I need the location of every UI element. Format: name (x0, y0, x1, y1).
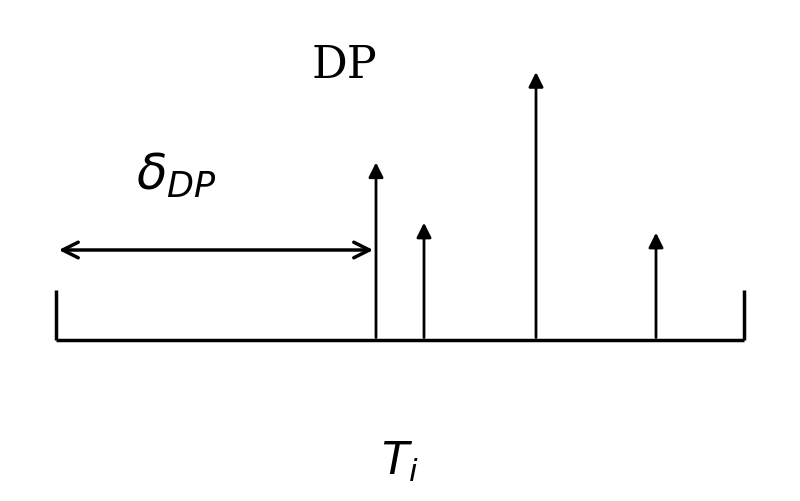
Text: DP: DP (311, 44, 377, 87)
Text: $T_i$: $T_i$ (381, 439, 419, 483)
Text: $\delta_{DP}$: $\delta_{DP}$ (136, 151, 216, 200)
